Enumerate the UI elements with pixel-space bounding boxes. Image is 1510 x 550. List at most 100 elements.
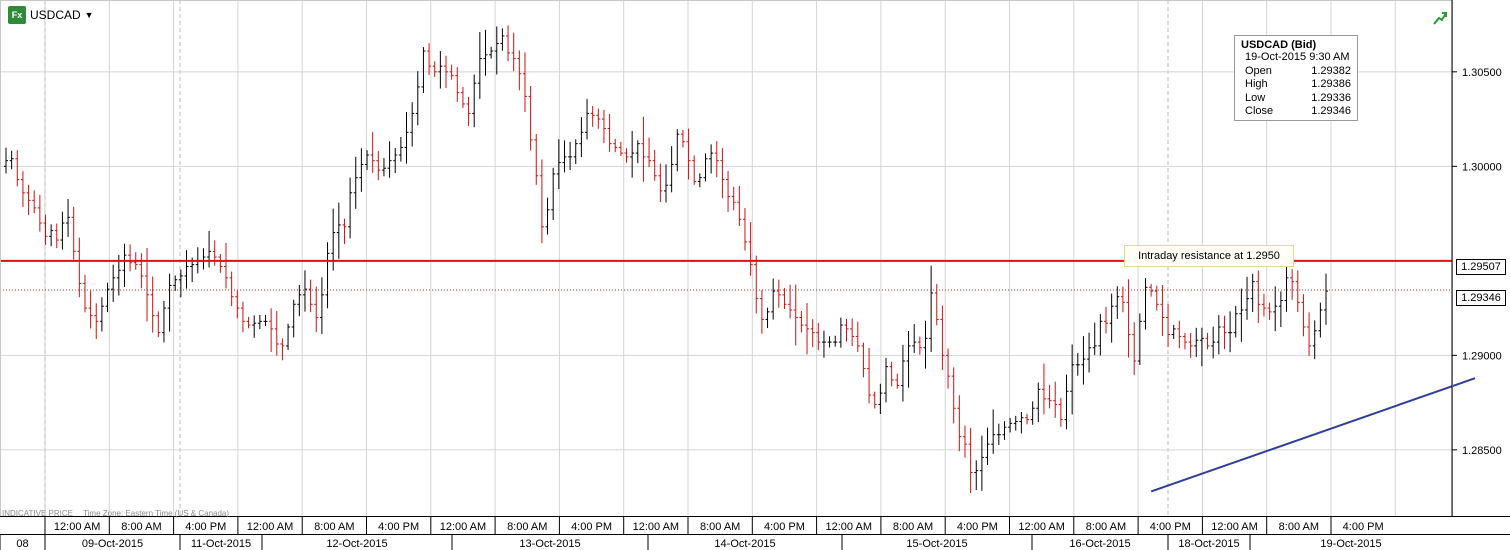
ohlc-bar bbox=[590, 106, 595, 127]
ohlc-bar bbox=[1307, 312, 1312, 356]
ohlc-bar bbox=[1199, 327, 1204, 367]
ohlc-bar bbox=[641, 116, 646, 182]
ohlc-bar bbox=[449, 64, 454, 80]
ohlc-bar bbox=[511, 32, 516, 72]
y-tick-label: 1.30000 bbox=[1462, 161, 1502, 173]
time-tick-label: 4:00 PM bbox=[957, 521, 998, 533]
ohlc-bar bbox=[1228, 311, 1233, 353]
ohlc-bar bbox=[263, 314, 268, 327]
ohlc-bar bbox=[579, 117, 584, 158]
ohlc-bar bbox=[336, 202, 341, 259]
ohlc-bar bbox=[60, 211, 65, 250]
ohlc-bar bbox=[861, 342, 866, 378]
ohlc-bar bbox=[1041, 363, 1046, 415]
ohlc-bar bbox=[748, 222, 753, 276]
ohlc-bar bbox=[934, 284, 939, 326]
ohlc-bar bbox=[398, 136, 403, 162]
ohlc-bar bbox=[1312, 320, 1317, 360]
ohlc-tooltip: USDCAD (Bid) 19-Oct-2015 9:30 AM Open 1.2… bbox=[1234, 35, 1358, 121]
trend-up-icon[interactable] bbox=[1432, 10, 1448, 26]
ohlc-bar bbox=[686, 128, 691, 180]
ohlc-bar bbox=[218, 254, 223, 273]
ohlc-bar bbox=[1075, 352, 1080, 376]
ohlc-bar bbox=[601, 109, 606, 144]
ohlc-bar bbox=[906, 330, 911, 388]
symbol-selector[interactable]: USDCAD bbox=[30, 8, 81, 22]
y-tick-label: 1.28500 bbox=[1462, 445, 1502, 457]
ohlc-bar bbox=[923, 320, 928, 369]
time-tick-label: 12:00 AM bbox=[54, 521, 100, 533]
date-tick-label: 08 bbox=[16, 538, 28, 550]
ohlc-bar bbox=[788, 284, 793, 319]
ohlc-bar bbox=[1205, 332, 1210, 350]
ohlc-bar bbox=[517, 50, 522, 91]
ohlc-bar bbox=[20, 171, 25, 208]
ohlc-bar bbox=[393, 147, 398, 174]
tooltip-label: Open bbox=[1245, 64, 1272, 77]
ohlc-bar bbox=[184, 250, 189, 289]
ohlc-bar bbox=[207, 230, 212, 268]
ohlc-bar bbox=[539, 159, 544, 244]
ohlc-bar bbox=[816, 322, 821, 351]
ohlc-bar bbox=[353, 156, 358, 209]
time-tick-label: 8:00 AM bbox=[700, 521, 740, 533]
ohlc-bar bbox=[759, 290, 764, 334]
ohlc-bar bbox=[900, 344, 905, 402]
ohlc-bar bbox=[173, 275, 178, 291]
ohlc-bar bbox=[150, 276, 155, 333]
ohlc-bar bbox=[359, 148, 364, 192]
ohlc-bar bbox=[156, 311, 161, 338]
resistance-price-tag: 1.29507 bbox=[1456, 259, 1506, 275]
ohlc-bar bbox=[421, 47, 426, 94]
ohlc-bar bbox=[895, 373, 900, 389]
ohlc-bar bbox=[139, 253, 144, 289]
ohlc-bar bbox=[821, 330, 826, 358]
tooltip-row-open: Open 1.29382 bbox=[1241, 65, 1351, 79]
ohlc-bar bbox=[844, 318, 849, 342]
chevron-down-icon[interactable]: ▼ bbox=[84, 10, 94, 20]
ohlc-bar bbox=[269, 308, 274, 353]
ohlc-bar bbox=[365, 150, 370, 170]
ohlc-bar bbox=[274, 311, 279, 356]
ohlc-bar bbox=[410, 102, 415, 147]
ohlc-bar bbox=[1126, 279, 1131, 358]
tooltip-label: High bbox=[1245, 78, 1268, 90]
ohlc-bar bbox=[4, 147, 8, 174]
ohlc-bar bbox=[1256, 270, 1261, 324]
ohlc-bar bbox=[635, 140, 640, 164]
ohlc-bar bbox=[1025, 413, 1030, 425]
ohlc-bar bbox=[573, 139, 578, 165]
ohlc-bar bbox=[709, 144, 714, 174]
ohlc-bar bbox=[996, 423, 1001, 446]
ohlc-bar bbox=[889, 361, 894, 387]
ohlc-bar bbox=[472, 74, 477, 128]
ohlc-bar bbox=[26, 184, 31, 215]
ohlc-bar bbox=[607, 114, 612, 152]
ohlc-bar bbox=[1120, 286, 1125, 313]
ohlc-bar bbox=[1171, 324, 1176, 339]
ohlc-bar bbox=[178, 269, 183, 298]
ohlc-bar bbox=[1318, 302, 1323, 338]
ohlc-bar bbox=[1030, 401, 1035, 425]
ohlc-bar bbox=[647, 137, 652, 168]
ohlc-bar bbox=[946, 348, 951, 389]
ohlc-bar bbox=[88, 290, 93, 329]
ohlc-bar bbox=[618, 141, 623, 156]
ohlc-bar bbox=[438, 51, 443, 89]
time-tick-label: 8:00 AM bbox=[314, 521, 354, 533]
ohlc-bar bbox=[1036, 382, 1041, 423]
ohlc-bar bbox=[872, 391, 877, 409]
ohlc-bar bbox=[1013, 415, 1018, 431]
ohlc-bar bbox=[985, 427, 990, 466]
y-tick-label: 1.29000 bbox=[1462, 350, 1502, 362]
ohlc-bar bbox=[884, 357, 888, 403]
ohlc-bar bbox=[731, 186, 736, 211]
date-tick-label: 12-Oct-2015 bbox=[326, 538, 387, 550]
ohlc-bar bbox=[1081, 336, 1086, 385]
ohlc-bar bbox=[556, 139, 561, 190]
date-tick-label: 16-Oct-2015 bbox=[1069, 538, 1130, 550]
ohlc-bar bbox=[680, 129, 685, 148]
ohlc-bar bbox=[522, 52, 527, 113]
ohlc-bar bbox=[1261, 293, 1266, 317]
